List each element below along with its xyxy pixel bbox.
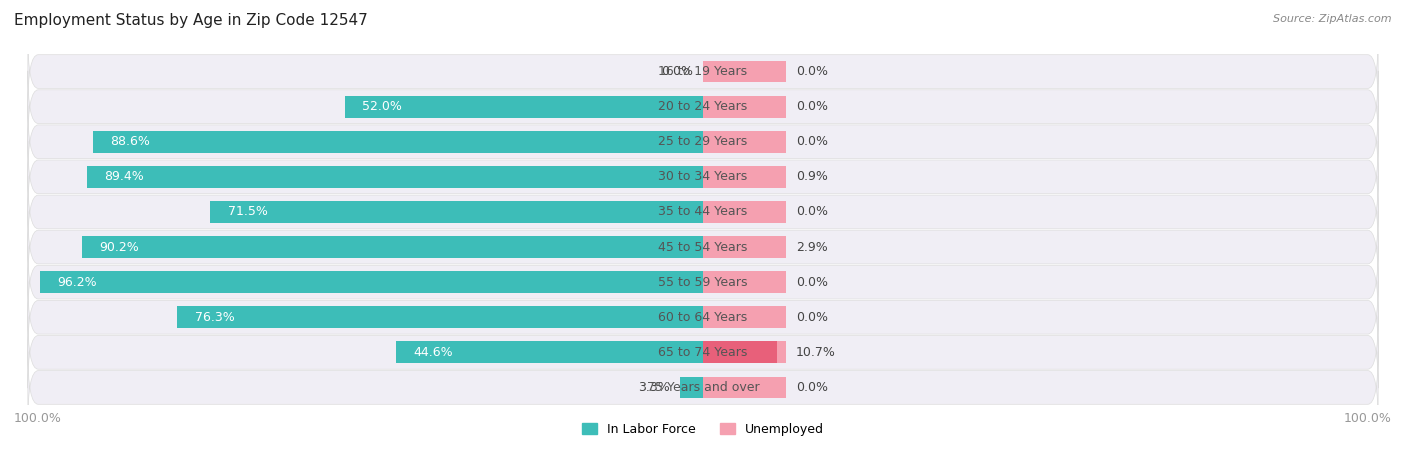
Bar: [211, 201, 703, 223]
Bar: [703, 201, 786, 223]
Bar: [41, 271, 703, 293]
Text: 0.0%: 0.0%: [796, 311, 828, 324]
Text: 71.5%: 71.5%: [228, 206, 267, 218]
Bar: [177, 306, 703, 328]
Bar: [82, 236, 703, 258]
Text: 100.0%: 100.0%: [14, 412, 62, 425]
Bar: [703, 306, 786, 328]
Bar: [703, 377, 786, 398]
Bar: [703, 166, 786, 188]
Text: 16 to 19 Years: 16 to 19 Years: [658, 65, 748, 78]
Text: 65 to 74 Years: 65 to 74 Years: [658, 346, 748, 359]
Text: 55 to 59 Years: 55 to 59 Years: [658, 276, 748, 288]
Text: 2.9%: 2.9%: [796, 241, 828, 253]
Bar: [703, 342, 786, 363]
Bar: [93, 131, 703, 153]
Text: 52.0%: 52.0%: [361, 100, 402, 113]
Text: 10.7%: 10.7%: [796, 346, 837, 359]
FancyBboxPatch shape: [28, 36, 1378, 108]
Bar: [87, 166, 703, 188]
FancyBboxPatch shape: [28, 281, 1378, 353]
Text: 60 to 64 Years: 60 to 64 Years: [658, 311, 748, 324]
Text: 0.0%: 0.0%: [796, 100, 828, 113]
FancyBboxPatch shape: [28, 106, 1378, 178]
Text: 100.0%: 100.0%: [1344, 412, 1392, 425]
Bar: [681, 377, 703, 398]
Bar: [344, 96, 703, 117]
Text: 89.4%: 89.4%: [104, 171, 143, 183]
Text: 0.0%: 0.0%: [796, 276, 828, 288]
Text: 0.0%: 0.0%: [796, 135, 828, 148]
Text: Source: ZipAtlas.com: Source: ZipAtlas.com: [1274, 14, 1392, 23]
Text: 0.0%: 0.0%: [796, 206, 828, 218]
FancyBboxPatch shape: [28, 246, 1378, 318]
Legend: In Labor Force, Unemployed: In Labor Force, Unemployed: [576, 418, 830, 441]
FancyBboxPatch shape: [28, 316, 1378, 388]
Text: 30 to 34 Years: 30 to 34 Years: [658, 171, 748, 183]
Bar: [703, 236, 786, 258]
Text: 44.6%: 44.6%: [413, 346, 453, 359]
Bar: [703, 342, 776, 363]
Text: 0.0%: 0.0%: [796, 65, 828, 78]
Bar: [395, 342, 703, 363]
Text: 96.2%: 96.2%: [58, 276, 97, 288]
Text: 0.0%: 0.0%: [796, 381, 828, 394]
Text: 20 to 24 Years: 20 to 24 Years: [658, 100, 748, 113]
Text: 0.0%: 0.0%: [661, 65, 693, 78]
FancyBboxPatch shape: [28, 141, 1378, 213]
Text: 35 to 44 Years: 35 to 44 Years: [658, 206, 748, 218]
Text: 3.3%: 3.3%: [638, 381, 669, 394]
Text: 76.3%: 76.3%: [194, 311, 235, 324]
FancyBboxPatch shape: [28, 211, 1378, 283]
Bar: [703, 271, 786, 293]
Text: 45 to 54 Years: 45 to 54 Years: [658, 241, 748, 253]
FancyBboxPatch shape: [28, 71, 1378, 143]
Text: 0.9%: 0.9%: [796, 171, 828, 183]
Text: 25 to 29 Years: 25 to 29 Years: [658, 135, 748, 148]
Text: 88.6%: 88.6%: [110, 135, 149, 148]
Text: 75 Years and over: 75 Years and over: [647, 381, 759, 394]
Text: 90.2%: 90.2%: [98, 241, 139, 253]
Bar: [703, 61, 786, 82]
Bar: [703, 96, 786, 117]
Bar: [703, 131, 786, 153]
FancyBboxPatch shape: [28, 351, 1378, 423]
Text: Employment Status by Age in Zip Code 12547: Employment Status by Age in Zip Code 125…: [14, 14, 368, 28]
FancyBboxPatch shape: [28, 176, 1378, 248]
